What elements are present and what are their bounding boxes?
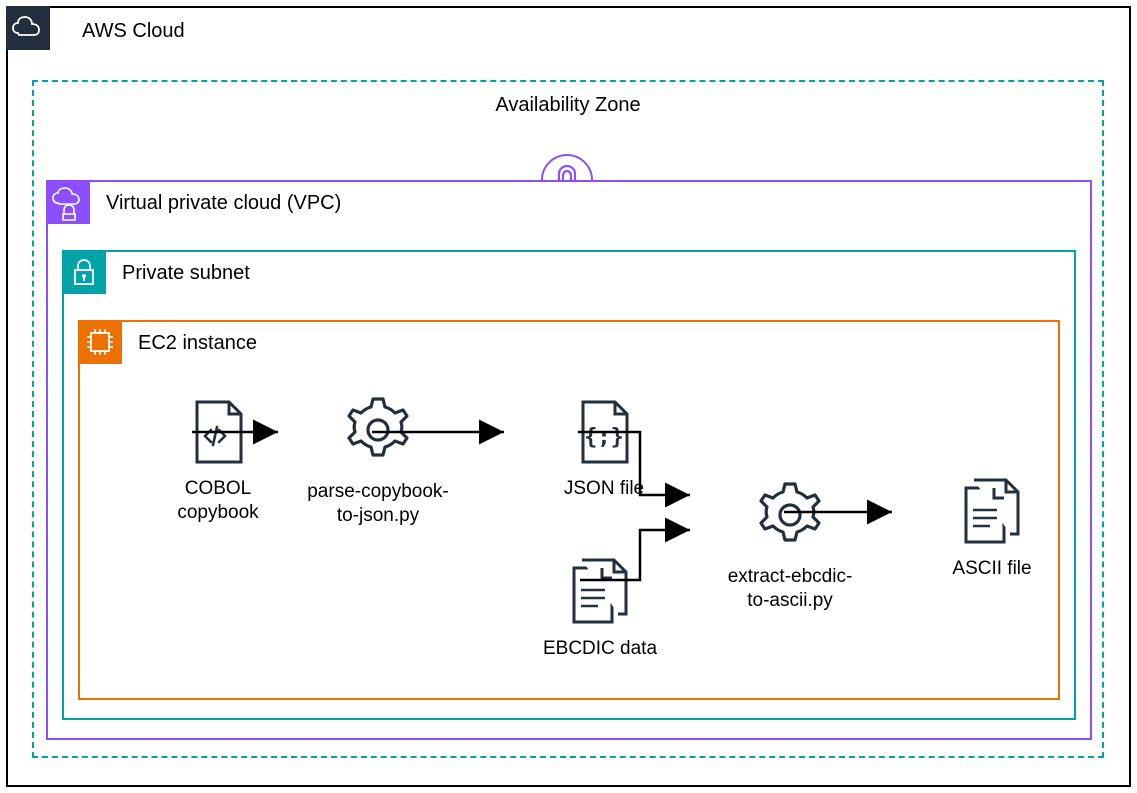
flow-node-parse: parse-copybook-to-json.py [288,393,468,528]
vpc-container-label: Virtual private cloud (VPC) [106,192,341,215]
subnet-container-label: Private subnet [122,262,250,285]
aws-cloud-label: AWS Cloud [82,20,185,43]
flow-node-extract: extract-ebcdic-to-ascii.py [700,478,880,613]
doc-stack-icon [962,478,1022,544]
gear-icon [341,393,415,467]
flow-node-json: {;} JSON file [514,400,694,501]
flow-node-ascii: ASCII file [902,478,1082,581]
flow-node-label: parse-copybook-to-json.py [288,480,468,528]
code-file-icon [191,400,245,464]
flow-node-label: extract-ebcdic-to-ascii.py [700,565,880,613]
aws-cloud-icon [6,6,50,50]
flow-node-label: COBOLcopybook [128,477,308,525]
ec2-container-label: EC2 instance [138,332,257,355]
vpc-icon [46,180,90,224]
availability-zone-label: Availability Zone [495,94,640,117]
private-subnet-icon [62,250,106,294]
ec2-instance-icon [78,320,122,364]
doc-stack-icon [570,558,630,624]
flow-node-cobol: COBOLcopybook [128,400,308,525]
flow-node-label: JSON file [514,477,694,501]
gear-icon [753,478,827,552]
json-file-icon: {;} [577,400,631,464]
flow-node-label: ASCII file [902,557,1082,581]
flow-node-ebcdic: EBCDIC data [510,558,690,661]
svg-text:{;}: {;} [584,425,624,450]
flow-node-label: EBCDIC data [510,637,690,661]
